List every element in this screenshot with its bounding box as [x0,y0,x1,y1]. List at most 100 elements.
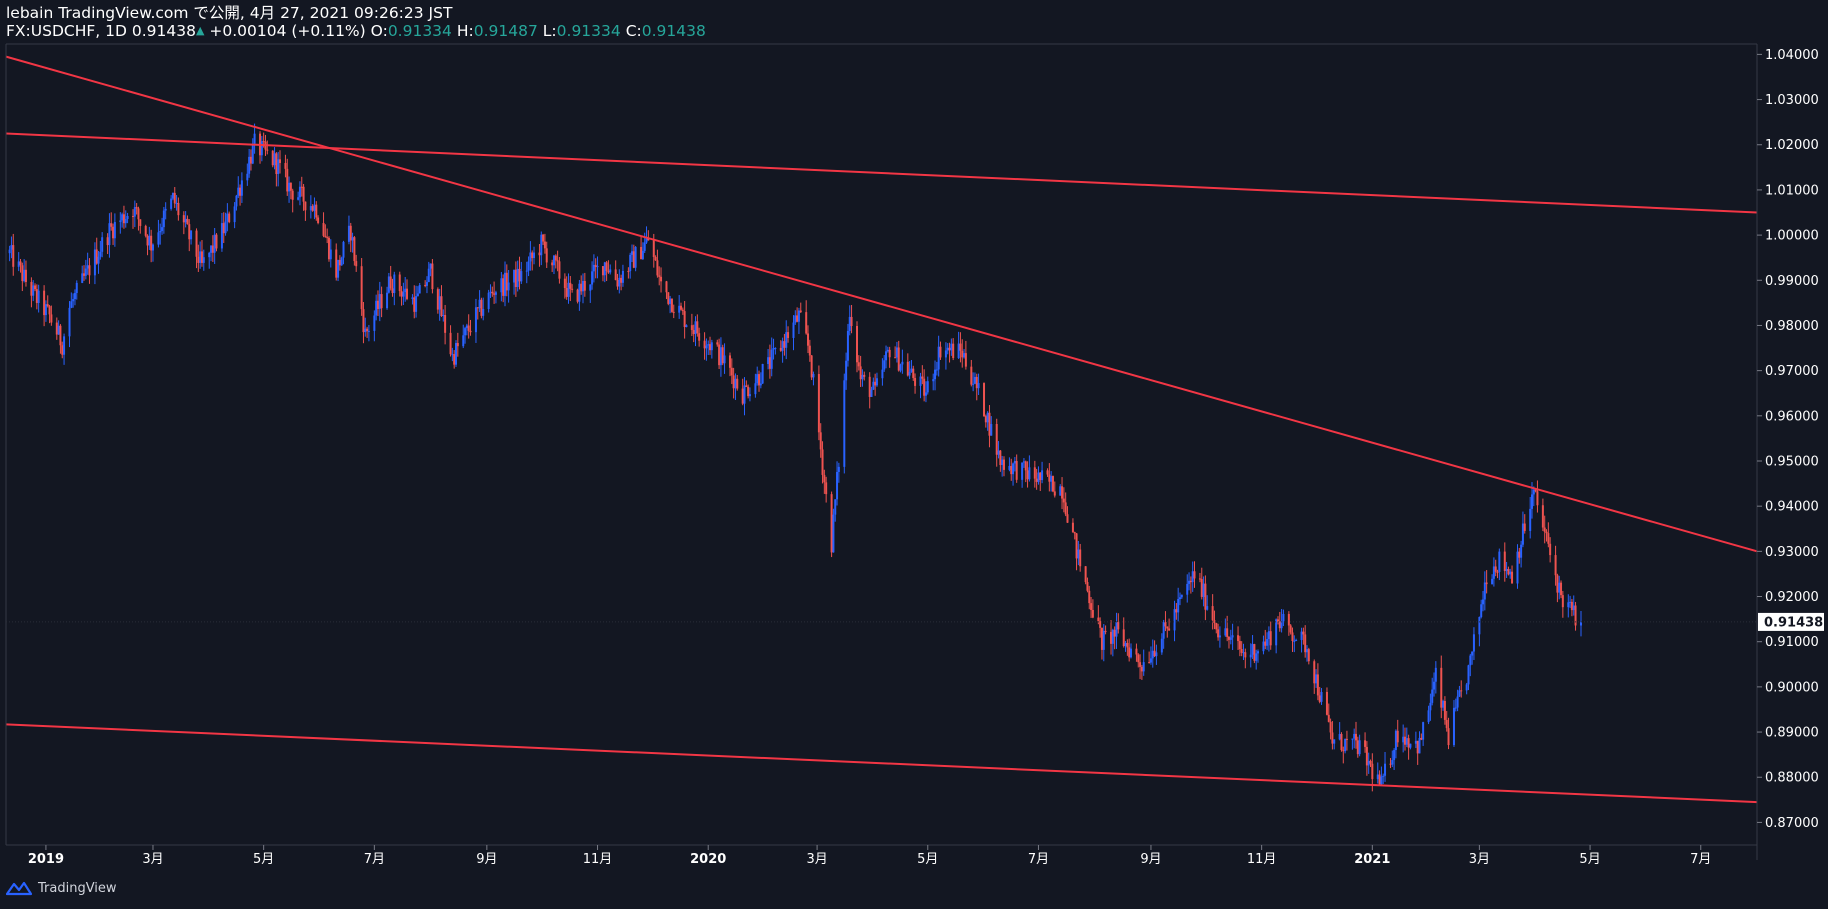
candle-body [1369,760,1372,764]
candle-body [1560,582,1563,596]
candle-body [834,499,837,515]
candle-body [583,280,586,291]
candle-body [1155,652,1158,657]
candle-body [309,206,312,211]
candle-body [1198,578,1201,580]
candle-body [1262,641,1265,652]
candle-body [807,333,810,346]
symbol-label[interactable]: FX:USDCHF, 1D [6,22,127,40]
candle-body [1148,662,1151,664]
candle-body [652,240,655,258]
candle-body [1084,566,1087,583]
candle-body [1561,595,1564,608]
time-axis[interactable]: 2019 3月 5月 7月 9月 11月 2020 3月 5月 7月 9月 11月 2021 3月 5月 7月 [28,845,1712,867]
candle-body [1572,605,1575,611]
candle-body [543,241,546,249]
candle-body [1061,486,1064,499]
price-axis-label: 0.91000 [1765,635,1819,650]
candle-body [569,282,572,289]
candle-body [1518,551,1521,558]
last-price-label: 0.91438 [6,612,1824,631]
candle-body [262,141,265,143]
footer: TradingView [6,880,117,896]
candle-body [672,311,675,313]
candle-body [68,307,71,337]
candle-body [1331,732,1334,744]
candle-body [1266,639,1269,646]
candle-body [1414,740,1417,744]
candle-body [1442,700,1445,708]
chart-header: lebain TradingView.com で公開, 4月 27, 2021 … [6,4,706,40]
candle-body [360,266,363,310]
candle-body [875,378,878,386]
candle-body [1300,631,1303,641]
price-axis[interactable]: 1.04000 1.03000 1.02000 1.01000 1.00000 0.990… [1757,48,1819,831]
candle-body [592,264,595,272]
open-label: O: [370,22,388,40]
candle-body [277,159,280,175]
candle-body [897,347,900,371]
candle-body [404,288,407,293]
candle-body [1135,648,1138,655]
candle-body [988,412,991,436]
candle-body [660,276,663,282]
candle-body [72,299,75,302]
candle-body [1371,763,1374,780]
price-axis-label: 0.92000 [1765,590,1819,605]
candle-body [1574,605,1577,626]
candle-body [164,208,167,211]
candle-body [845,360,848,381]
candle-body [1008,465,1011,470]
tradingview-logo-icon[interactable] [6,880,32,896]
candle-body [391,288,394,294]
candle-body [1077,549,1080,559]
candle-body [8,249,11,254]
candle-body [1507,568,1510,575]
candle-body [215,234,218,249]
candle-body [1482,599,1485,605]
candle-body [603,262,606,276]
footer-brand[interactable]: TradingView [38,880,117,896]
candle-body [170,198,173,209]
trendline[interactable] [5,132,1758,214]
candle-body [1293,640,1296,642]
candle-body [349,225,352,241]
candle-body [467,325,470,331]
candle-body [253,133,256,144]
candle-body [589,284,592,291]
trendline[interactable] [5,723,1758,804]
candle-body [601,266,604,276]
candle-body [1556,575,1559,593]
candle-body [449,332,452,355]
price-axis-label: 1.04000 [1765,48,1819,63]
candle-body [580,283,583,292]
candle-body [698,333,701,341]
candle-body [939,346,942,358]
candle-body [770,349,773,369]
candle-body [836,471,839,500]
candle-body [34,285,37,290]
candle-body [937,346,940,370]
candle-body [173,192,176,204]
candle-body [367,330,370,332]
candle-body [914,377,917,386]
candle-body [275,153,278,175]
candle-body [1469,655,1472,666]
candle-body [1291,632,1294,642]
candle-body [1491,578,1494,585]
trendline[interactable] [5,55,1758,553]
candle-body [1204,583,1207,610]
candle-body [1325,691,1328,715]
candle-body [1071,522,1074,533]
candle-body [870,389,873,397]
candle-body [1086,582,1089,591]
candle-body [364,328,367,333]
candle-body [1191,571,1194,583]
trendlines[interactable] [5,55,1758,804]
candle-body [743,385,746,404]
candle-body [538,252,541,256]
candle-body [208,252,211,258]
candle-body [1012,463,1015,475]
candle-body [654,257,657,261]
